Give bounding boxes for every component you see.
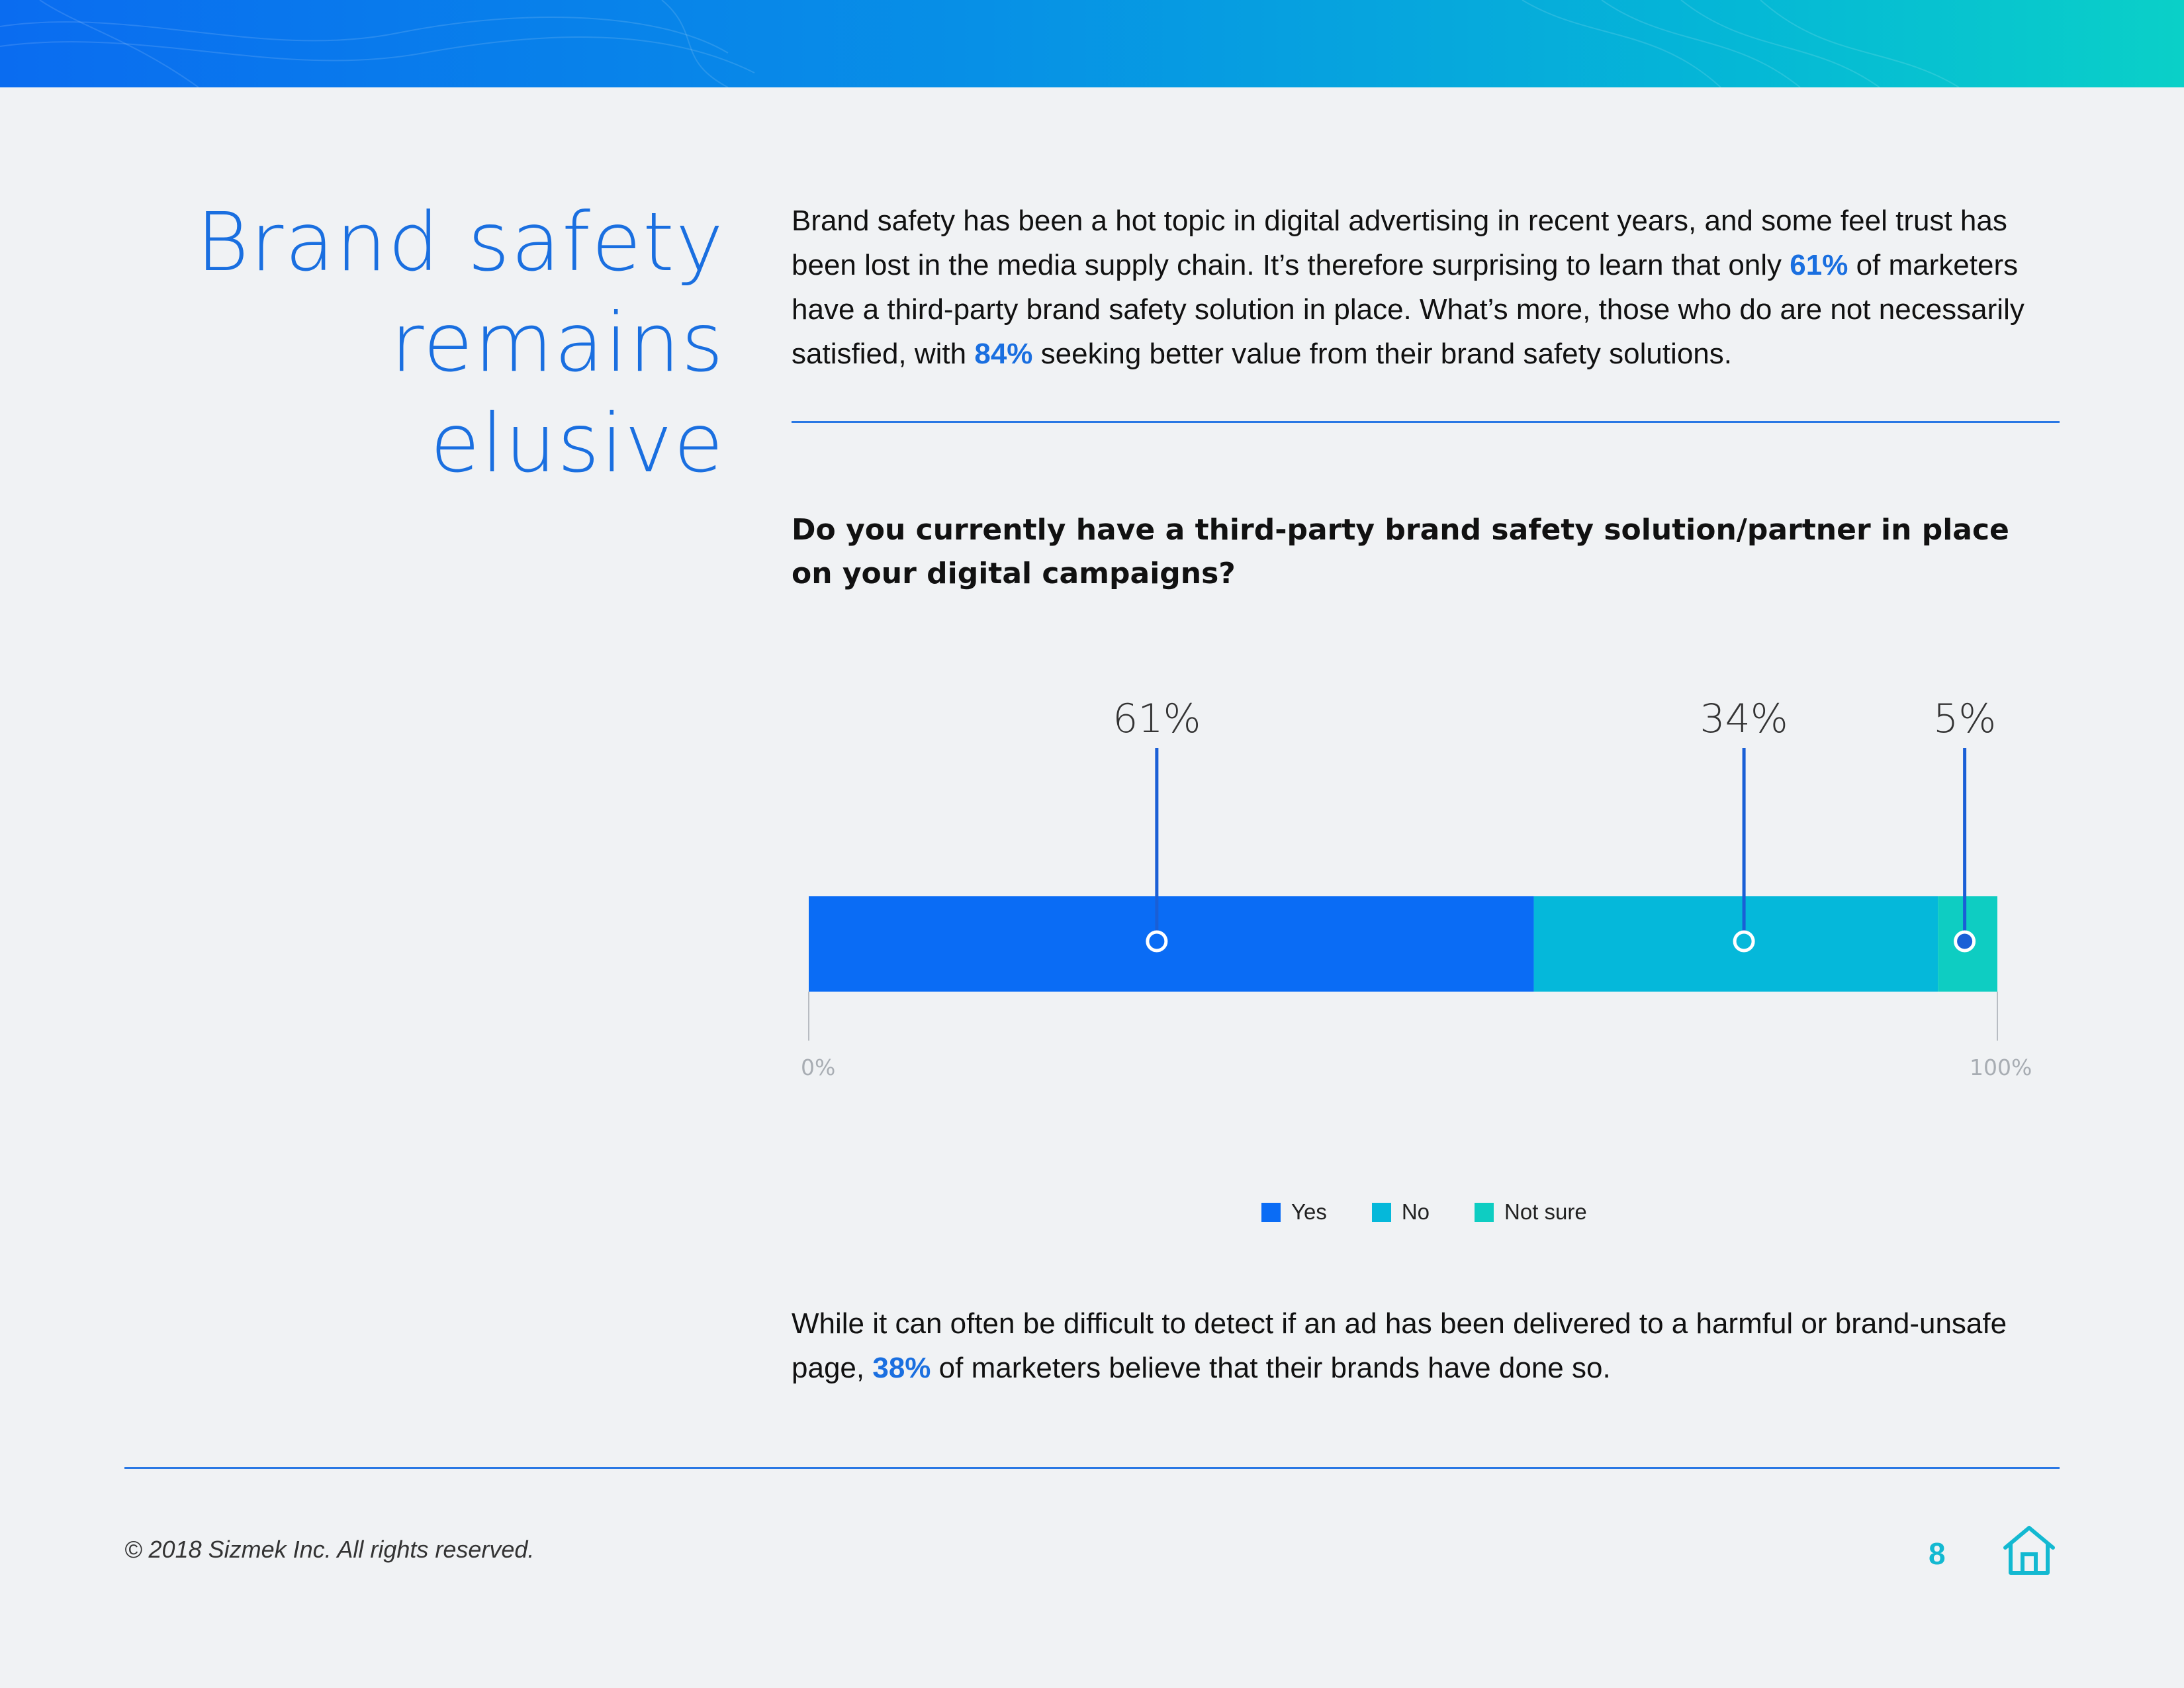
legend-swatch-not-sure	[1475, 1202, 1494, 1222]
intro-highlight-84: 84%	[974, 338, 1033, 370]
legend-swatch-no	[1371, 1202, 1391, 1222]
legend-label-yes: Yes	[1291, 1199, 1327, 1224]
chart-title: Do you currently have a third-party bran…	[792, 513, 2009, 590]
legend-item-yes: Yes	[1261, 1199, 1327, 1225]
legend-label-not-sure: Not sure	[1504, 1199, 1587, 1224]
data-label-yes: 61%	[1113, 696, 1201, 742]
home-icon[interactable]	[2001, 1524, 2057, 1577]
bottom-text-2: of marketers believe that their brands h…	[931, 1352, 1611, 1384]
title-line-1: Brand safety	[196, 195, 725, 289]
legend-item-not-sure: Not sure	[1475, 1199, 1587, 1225]
bar-segment-yes	[809, 896, 1534, 992]
intro-paragraph: Brand safety has been a hot topic in dig…	[792, 199, 2062, 376]
wave-pattern	[0, 0, 1960, 87]
legend-item-no: No	[1371, 1199, 1430, 1225]
divider-top	[792, 421, 2060, 423]
axis-label-min: 0%	[801, 1055, 835, 1080]
title-line-2: remains elusive	[390, 296, 725, 491]
intro-text-1: Brand safety has been a hot topic in dig…	[792, 205, 2007, 281]
data-label-no: 34%	[1700, 696, 1788, 742]
chart-legend: Yes No Not sure	[1261, 1199, 1587, 1225]
legend-swatch-yes	[1261, 1202, 1281, 1222]
callout-marker-not-sure	[1954, 930, 1976, 953]
callout-marker-no	[1733, 930, 1755, 953]
axis-label-max: 100%	[1970, 1055, 2032, 1080]
header-banner	[0, 0, 2184, 87]
page-title: Brand safety remains elusive	[99, 192, 725, 494]
data-label-not-sure: 5%	[1933, 696, 1996, 742]
intro-text-2: of marketers have a third-party brand sa…	[792, 249, 2025, 370]
divider-bottom	[124, 1467, 2060, 1469]
callout-marker-yes	[1146, 930, 1168, 953]
copyright: © 2018 Sizmek Inc. All rights reserved.	[124, 1536, 535, 1563]
bottom-highlight-38: 38%	[872, 1352, 931, 1384]
bottom-paragraph: While it can often be difficult to detec…	[792, 1301, 2062, 1390]
intro-highlight-61: 61%	[1790, 249, 1848, 281]
intro-text-3: seeking better value from their brand sa…	[1032, 338, 1732, 370]
legend-label-no: No	[1401, 1199, 1430, 1224]
page-number: 8	[1929, 1536, 1946, 1571]
bottom-text-1: While it can often be difficult to detec…	[792, 1307, 2007, 1384]
